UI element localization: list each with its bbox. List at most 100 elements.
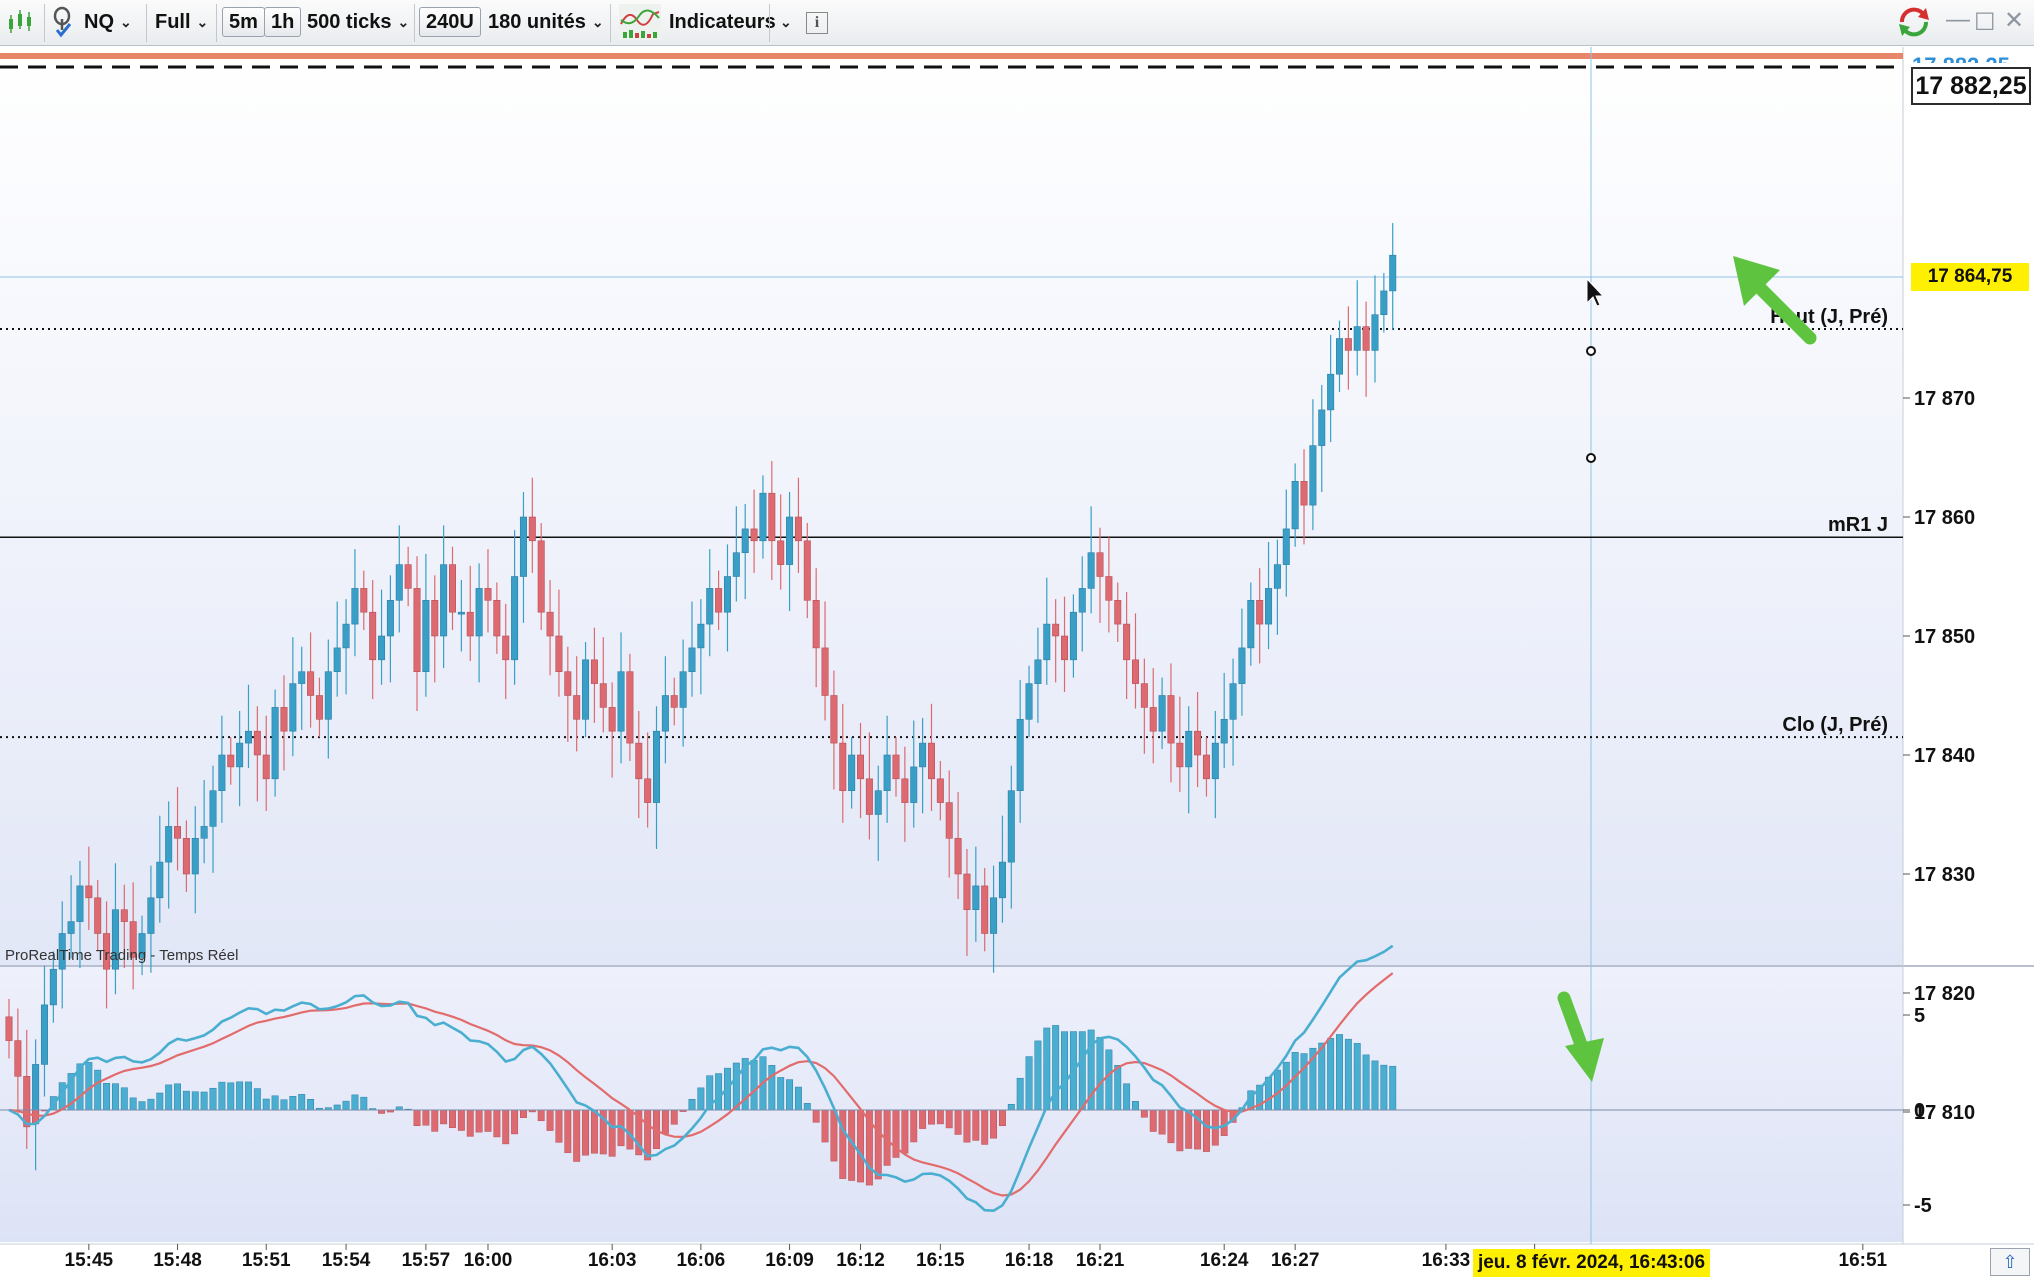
y-tick-label: 17 830 xyxy=(1914,864,1975,886)
macd-histogram-bar xyxy=(1336,1034,1343,1111)
candle xyxy=(457,611,465,615)
candle xyxy=(103,933,111,970)
current-price-label: 17 882,25 xyxy=(1911,67,2031,105)
macd-histogram-bar xyxy=(1034,1040,1042,1111)
candle xyxy=(138,933,146,958)
macd-histogram-bar xyxy=(440,1109,448,1125)
period-1h-button[interactable]: 1h xyxy=(264,7,302,37)
x-tick-label: 16:15 xyxy=(916,1250,965,1271)
candle xyxy=(1291,480,1299,530)
refresh-icon[interactable] xyxy=(1896,5,1932,39)
candle xyxy=(555,635,563,673)
candle xyxy=(120,909,128,922)
macd-histogram-bar xyxy=(582,1109,589,1156)
macd-histogram-bar xyxy=(422,1109,430,1126)
y-tick-label: 17 810 xyxy=(1914,1102,1975,1124)
y-tick-label: 17 870 xyxy=(1914,388,1975,410)
candle xyxy=(307,671,315,696)
candle xyxy=(901,778,909,803)
candle xyxy=(360,588,368,613)
macd-histogram-bar xyxy=(661,1109,669,1134)
scroll-up-icon[interactable]: ⇧ xyxy=(1990,1248,2030,1276)
candle xyxy=(1380,290,1388,315)
period-5m-button[interactable]: 5m xyxy=(222,7,265,37)
mode-select[interactable]: Full ⌄ xyxy=(155,5,208,39)
macd-histogram-bar xyxy=(1362,1054,1370,1111)
candle xyxy=(715,588,723,613)
link-icon[interactable] xyxy=(48,5,78,39)
macd-histogram-bar xyxy=(546,1109,554,1131)
macd-y-tick-label: 0 xyxy=(1914,1100,1925,1122)
x-tick-label: 15:51 xyxy=(242,1250,291,1271)
maximize-icon[interactable]: ☐ xyxy=(1974,9,1996,36)
units-240-button[interactable]: 240U xyxy=(419,7,481,37)
arrow-icon xyxy=(1557,991,1604,1082)
candle xyxy=(386,599,394,637)
anchor-point[interactable] xyxy=(1586,453,1596,463)
candle xyxy=(777,540,785,565)
candle xyxy=(635,742,643,780)
macd-histogram-bar xyxy=(449,1109,456,1128)
macd-histogram-bar xyxy=(342,1100,350,1111)
candle xyxy=(1105,576,1113,601)
macd-histogram-bar xyxy=(936,1109,944,1125)
candle xyxy=(174,826,182,839)
info-icon[interactable]: i xyxy=(806,12,828,34)
symbol-label: NQ xyxy=(84,10,114,33)
macd-histogram-bar xyxy=(360,1096,368,1111)
candle xyxy=(493,599,501,637)
candle xyxy=(927,742,935,780)
y-tick-label: 17 850 xyxy=(1914,626,1975,648)
candle-chart-icon[interactable] xyxy=(6,5,40,39)
macd-histogram-bar xyxy=(280,1099,288,1111)
ticks-select[interactable]: 500 ticks ⌄ xyxy=(307,5,409,39)
candle xyxy=(1185,730,1193,768)
indicator-icon xyxy=(619,4,661,40)
level-label: mR1 J xyxy=(1828,514,1888,536)
macd-histogram-bar xyxy=(1132,1101,1139,1111)
macd-histogram-bar xyxy=(1300,1053,1308,1111)
macd-histogram-bar xyxy=(919,1109,927,1129)
macd-histogram-bar xyxy=(209,1087,217,1111)
candle xyxy=(1194,730,1202,756)
anchor-point[interactable] xyxy=(1586,346,1596,356)
macd-signal-line xyxy=(8,972,1394,1197)
chevron-down-icon: ⌄ xyxy=(780,13,792,30)
candle xyxy=(1344,338,1352,351)
symbol-select[interactable]: NQ ⌄ xyxy=(84,5,132,39)
candle xyxy=(1265,588,1273,625)
candle xyxy=(1389,254,1397,292)
candle xyxy=(954,837,962,875)
units-select[interactable]: 180 unités ⌄ xyxy=(488,5,604,39)
candle xyxy=(768,492,776,542)
candle xyxy=(5,1016,13,1041)
macd-histogram-bar xyxy=(413,1109,421,1127)
watermark: ProRealTime Trading - Temps Réel xyxy=(5,947,239,964)
macd-histogram-bar xyxy=(120,1087,128,1111)
candle xyxy=(440,564,448,637)
macd-histogram-bar xyxy=(963,1109,971,1143)
candle xyxy=(1229,683,1237,720)
macd-histogram-bar xyxy=(289,1096,297,1111)
candle xyxy=(111,909,119,970)
macd-line xyxy=(8,944,1394,1213)
period-1h-label: 1h xyxy=(271,10,295,33)
candle xyxy=(892,754,900,780)
macd-histogram-bar xyxy=(537,1109,545,1122)
candle xyxy=(1211,742,1219,780)
macd-histogram-bar xyxy=(475,1109,483,1133)
y-tick-label: 17 860 xyxy=(1914,507,1975,529)
candle xyxy=(227,754,235,768)
macd-histogram-bar xyxy=(227,1082,235,1111)
indicators-dropdown[interactable]: ⌄ xyxy=(774,5,792,39)
level-label: Clo (J, Pré) xyxy=(1782,714,1888,736)
macd-histogram-bar xyxy=(174,1083,181,1111)
macd-histogram-bar xyxy=(1123,1083,1131,1111)
macd-histogram-bar xyxy=(262,1098,270,1111)
indicators-button[interactable]: Indicateurs xyxy=(619,4,776,40)
macd-histogram-bar xyxy=(786,1079,794,1111)
minimize-icon[interactable]: — xyxy=(1946,6,1970,33)
close-icon[interactable]: ✕ xyxy=(2004,7,2025,34)
candle xyxy=(1007,790,1015,863)
